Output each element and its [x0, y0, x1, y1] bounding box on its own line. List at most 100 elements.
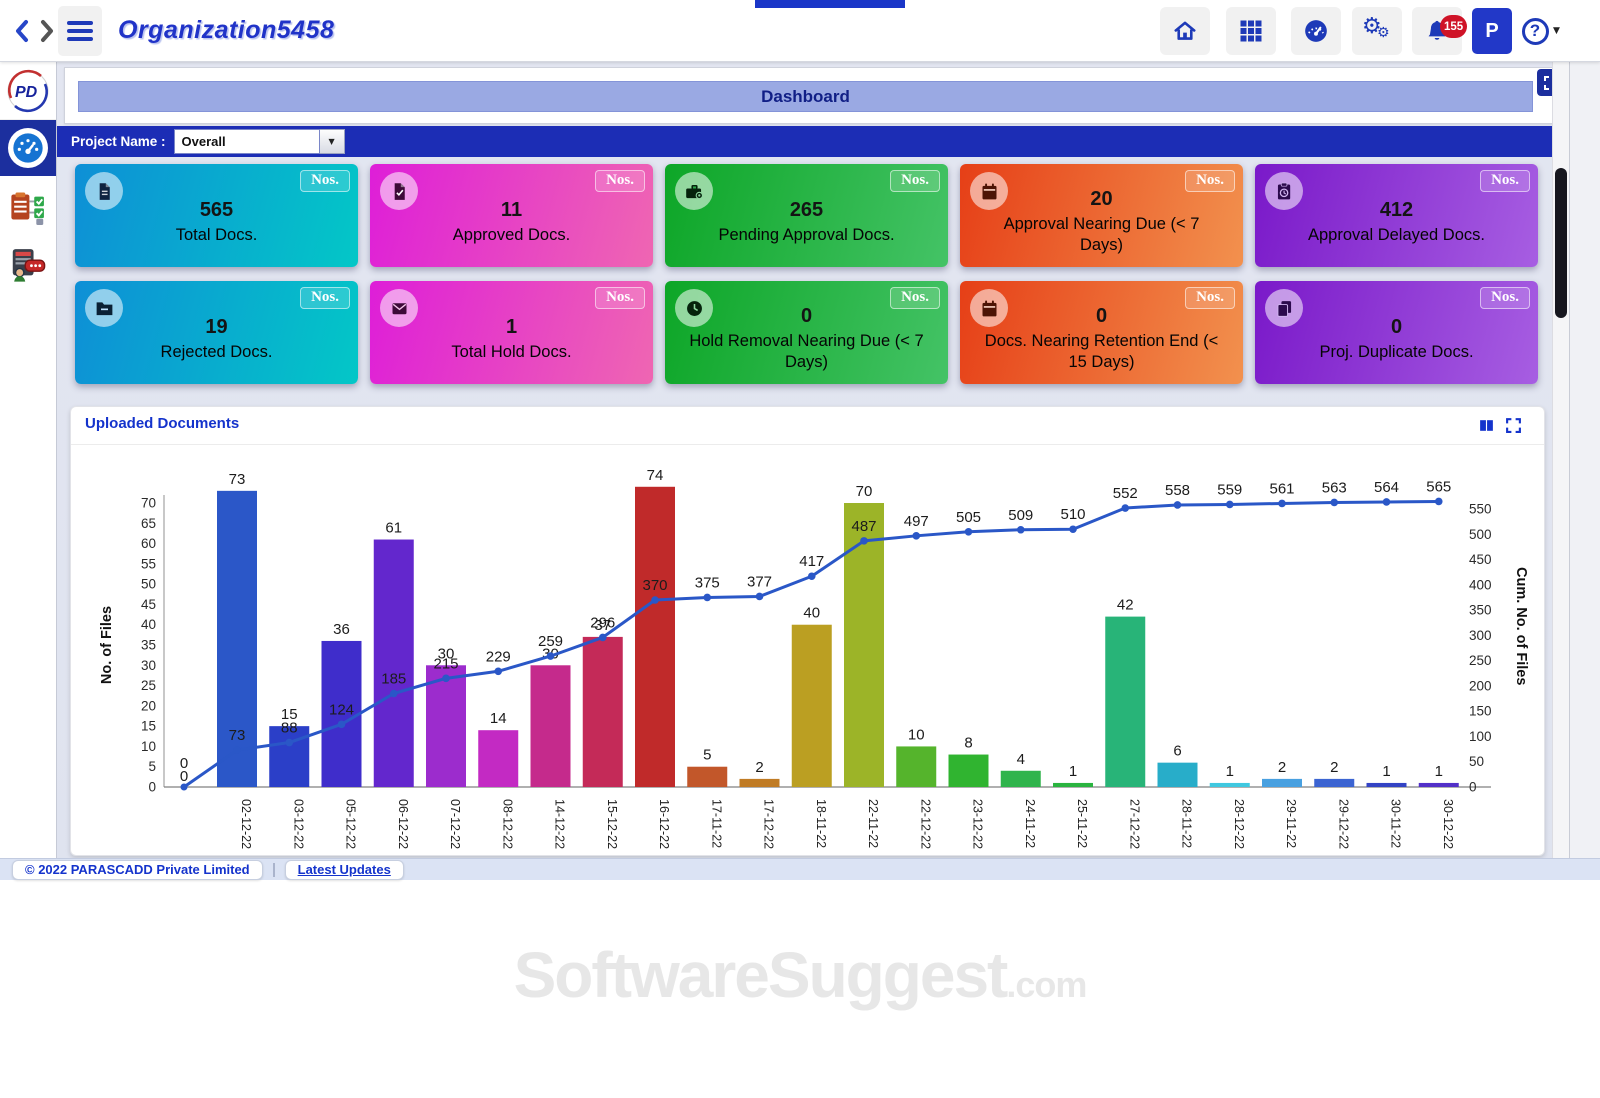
svg-text:20: 20 — [141, 698, 156, 713]
svg-text:PD: PD — [15, 84, 38, 101]
apps-grid-icon[interactable] — [1226, 7, 1276, 55]
svg-text:350: 350 — [1469, 603, 1492, 618]
nos-unit-badge: Nos. — [595, 287, 645, 309]
svg-text:450: 450 — [1469, 552, 1492, 567]
nos-unit-badge: Nos. — [300, 170, 350, 192]
pd-logo-icon: PD — [7, 69, 49, 112]
project-filter-bar: Project Name : Overall ▼ — [57, 126, 1570, 157]
back-icon[interactable] — [10, 17, 36, 45]
svg-text:73: 73 — [229, 471, 246, 488]
svg-text:565: 565 — [1426, 478, 1451, 495]
copy-icon — [1265, 289, 1303, 327]
right-edge-gutter — [1569, 62, 1600, 858]
svg-text:377: 377 — [747, 573, 772, 590]
svg-text:2: 2 — [1278, 759, 1286, 776]
svg-text:185: 185 — [381, 671, 406, 688]
svg-text:14: 14 — [490, 710, 507, 727]
footer-bar: © 2022 PARASCADD Private Limited Latest … — [0, 858, 1600, 880]
card-label: Pending Approval Docs. — [718, 225, 895, 244]
svg-text:45: 45 — [141, 597, 156, 612]
svg-text:22-12-22: 22-12-22 — [918, 799, 932, 849]
svg-text:5: 5 — [703, 747, 711, 764]
card-docs-nearing-retention-end: Nos. 0 Docs. Nearing Retention End (< 15… — [960, 281, 1243, 384]
svg-text:487: 487 — [851, 518, 876, 535]
card-total-docs: Nos. 565 Total Docs. — [75, 164, 358, 267]
copyright-link[interactable]: © 2022 PARASCADD Private Limited — [12, 859, 263, 880]
svg-text:73: 73 — [229, 727, 246, 744]
card-label: Docs. Nearing Retention End (< 15 Days) — [984, 332, 1219, 371]
project-name-label: Project Name : — [71, 134, 166, 149]
calendar-icon — [970, 289, 1008, 327]
sidebar-item-support[interactable] — [0, 238, 56, 292]
page-title: Dashboard — [761, 86, 850, 106]
nos-unit-badge: Nos. — [300, 287, 350, 309]
nos-unit-badge: Nos. — [1185, 170, 1235, 192]
svg-text:02-12-22: 02-12-22 — [239, 799, 253, 849]
user-avatar[interactable]: P — [1472, 8, 1512, 54]
split-view-icon[interactable] — [1478, 417, 1495, 434]
scrollbar-thumb[interactable] — [1555, 168, 1567, 318]
svg-text:500: 500 — [1469, 527, 1492, 542]
card-proj-duplicate-docs: Nos. 0 Proj. Duplicate Docs. — [1255, 281, 1538, 384]
svg-text:27-12-22: 27-12-22 — [1127, 799, 1141, 849]
expand-chart-icon[interactable] — [1505, 417, 1522, 434]
svg-text:200: 200 — [1469, 678, 1492, 693]
help-caret-icon[interactable]: ▼ — [1553, 26, 1560, 36]
svg-text:561: 561 — [1269, 480, 1294, 497]
forward-icon[interactable] — [33, 17, 59, 45]
notification-badge: 155 — [1440, 15, 1468, 38]
svg-text:400: 400 — [1469, 577, 1492, 592]
svg-text:300: 300 — [1469, 628, 1492, 643]
project-select-arrow-icon[interactable]: ▼ — [319, 129, 345, 154]
divider — [272, 862, 275, 877]
sidebar: PD — [0, 62, 57, 858]
nos-unit-badge: Nos. — [1480, 287, 1530, 309]
svg-text:36: 36 — [333, 621, 350, 638]
menu-icon[interactable] — [58, 6, 102, 56]
kiosk-chat-icon — [12, 249, 46, 282]
svg-text:505: 505 — [956, 509, 981, 526]
file-icon — [85, 172, 123, 210]
svg-text:229: 229 — [486, 648, 511, 665]
settings-gears-icon[interactable]: ⚙ ⚙ — [1352, 7, 1402, 55]
svg-text:497: 497 — [904, 513, 929, 530]
svg-text:30: 30 — [438, 645, 455, 662]
project-select[interactable]: Overall — [173, 129, 320, 154]
svg-text:1: 1 — [1382, 763, 1390, 780]
latest-updates-link[interactable]: Latest Updates — [284, 859, 404, 880]
svg-text:03-12-22: 03-12-22 — [291, 799, 305, 849]
card-approval-delayed-docs: Nos. 412 Approval Delayed Docs. — [1255, 164, 1538, 267]
card-value: 265 — [789, 198, 824, 221]
dashboard-gauge-icon[interactable] — [1291, 7, 1341, 55]
svg-text:564: 564 — [1374, 479, 1399, 496]
card-label: Total Hold Docs. — [451, 342, 572, 361]
svg-text:10: 10 — [141, 739, 156, 754]
inbox-icon — [380, 289, 418, 327]
svg-text:05-12-22: 05-12-22 — [344, 799, 358, 849]
svg-text:2: 2 — [1330, 759, 1338, 776]
svg-text:296: 296 — [590, 614, 615, 631]
svg-text:17-12-22: 17-12-22 — [762, 799, 776, 849]
nos-unit-badge: Nos. — [1480, 170, 1530, 192]
svg-text:552: 552 — [1113, 485, 1138, 502]
card-label: Proj. Duplicate Docs. — [1319, 342, 1474, 361]
svg-text:0: 0 — [180, 768, 188, 785]
svg-text:559: 559 — [1217, 481, 1242, 498]
divider — [71, 444, 1544, 445]
help-icon[interactable]: ? — [1518, 14, 1552, 48]
card-label: Approved Docs. — [452, 225, 571, 244]
card-value: 565 — [199, 198, 234, 221]
card-total-hold-docs: Nos. 1 Total Hold Docs. — [370, 281, 653, 384]
home-icon[interactable] — [1160, 7, 1210, 55]
sidebar-item-dashboard[interactable] — [0, 120, 56, 176]
svg-text:5: 5 — [148, 759, 156, 774]
sidebar-item-checklist[interactable] — [0, 180, 56, 234]
svg-text:4: 4 — [1017, 751, 1025, 768]
top-navbar: Organization5458 ⚙ ⚙ 155 P ? ▼ — [0, 0, 1600, 62]
svg-text:510: 510 — [1060, 506, 1085, 523]
svg-text:60: 60 — [141, 536, 156, 551]
sidebar-logo[interactable]: PD — [0, 62, 56, 120]
notifications-bell-icon[interactable]: 155 — [1412, 7, 1468, 55]
svg-text:07-12-22: 07-12-22 — [448, 799, 462, 849]
calendar-icon — [970, 172, 1008, 210]
